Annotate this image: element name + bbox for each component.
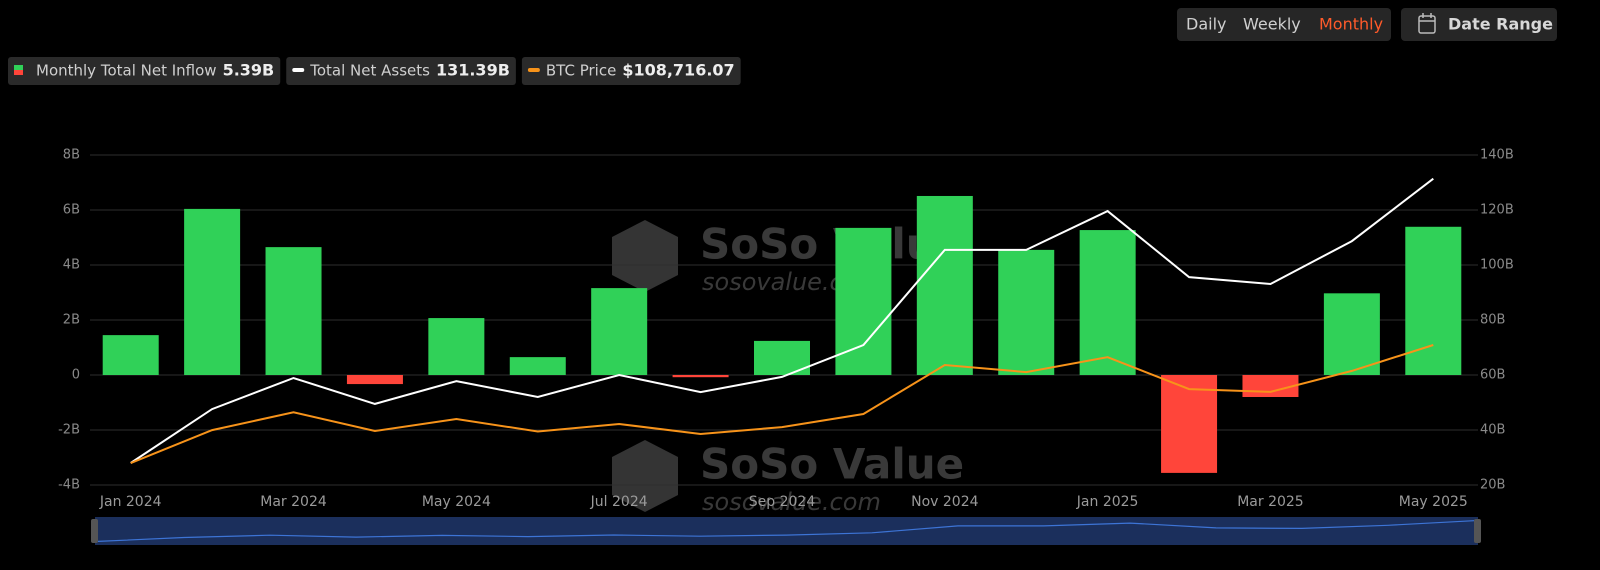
navigator-series (97, 520, 1475, 542)
legend-item: Total Net Assets 131.39B (286, 57, 516, 85)
bar (998, 249, 1055, 375)
line (130, 177, 1434, 464)
y2-tick-label: 60B (1480, 368, 1505, 383)
legend-name: Monthly Total Net Inflow (36, 62, 217, 80)
bar (835, 227, 892, 375)
navigator-handle[interactable] (91, 519, 98, 543)
bar (346, 375, 403, 385)
legend-swatch (292, 68, 305, 72)
x-tick-label: Jul 2024 (590, 494, 648, 510)
legend-chip (8, 57, 281, 85)
y2-tick-label: 100B (1480, 258, 1514, 273)
legend-name: BTC Price (546, 62, 616, 80)
period-switch (1177, 8, 1391, 41)
bar (428, 318, 485, 375)
bar (1405, 226, 1462, 375)
legend-swatch (14, 65, 23, 70)
bar (1323, 293, 1380, 375)
bar (1161, 375, 1218, 473)
watermark-site: sosovalue.com (702, 488, 881, 516)
legend-chip (521, 57, 741, 85)
bar (509, 357, 566, 375)
y2-tick-label: 20B (1480, 478, 1505, 493)
x-tick-label: Nov 2024 (911, 494, 978, 510)
period-button[interactable]: Weekly (1243, 15, 1301, 34)
legend-value: $108,716.07 (622, 61, 734, 80)
legend-chip (286, 57, 516, 85)
y2-tick-label: 140B (1480, 148, 1514, 163)
x-tick-label: Mar 2025 (1237, 494, 1304, 510)
legend-item: BTC Price $108,716.07 (521, 57, 741, 85)
y-tick-label: 0 (72, 368, 80, 383)
x-tick-label: Sep 2024 (749, 494, 816, 510)
legend-swatch (527, 68, 540, 72)
calendar-icon (1418, 13, 1436, 34)
y-tick-label: 8B (63, 148, 80, 163)
x-tick-label: Jan 2025 (1076, 494, 1139, 510)
y2-tick-label: 40B (1480, 423, 1505, 438)
y2-tick-label: 120B (1480, 203, 1514, 218)
date-range-label[interactable]: Date Range (1448, 15, 1553, 34)
watermark-logo (612, 440, 678, 512)
navigator-line (97, 520, 1475, 542)
y-tick-label: 6B (63, 203, 80, 218)
period-buttons: Daily Weekly Monthly (1186, 15, 1383, 34)
period-button[interactable]: Daily (1186, 15, 1226, 34)
period-button[interactable]: Monthly (1319, 15, 1383, 34)
bar (265, 247, 322, 375)
legend-name: Total Net Assets (309, 62, 430, 80)
y-tick-label: -2B (58, 423, 80, 438)
legend: Monthly Total Net Inflow 5.39B Total Net A… (8, 57, 741, 85)
x-tick-label: May 2025 (1399, 494, 1468, 510)
bar (102, 335, 159, 375)
y-tick-label: 2B (63, 313, 80, 328)
bar (916, 195, 973, 375)
plot-area: -4B -2B 0 2B 4B 6B 8B 20B 40B 60B 80B 100B 120B 140B J… (58, 148, 1514, 511)
bar (1079, 230, 1136, 375)
navigator[interactable] (95, 517, 1478, 545)
watermark-brand: SoSo Value (700, 440, 964, 489)
watermark-logo (612, 220, 678, 292)
date-range-button[interactable] (1401, 8, 1557, 41)
legend-item: Monthly Total Net Inflow 5.39B (8, 57, 281, 85)
navigator-handle[interactable] (1474, 519, 1481, 543)
y-tick-label: 4B (63, 258, 80, 273)
y2-tick-label: 80B (1480, 313, 1505, 328)
bar (591, 288, 648, 375)
legend-value: 131.39B (436, 61, 510, 80)
line (130, 344, 1434, 465)
x-tick-label: Mar 2024 (260, 494, 327, 510)
bar (184, 208, 241, 375)
x-tick-label: Jan 2024 (99, 494, 162, 510)
x-tick-label: May 2024 (422, 494, 491, 510)
legend-value: 5.39B (223, 61, 275, 80)
y-tick-label: -4B (58, 478, 80, 493)
legend-swatch (14, 70, 23, 75)
bar (672, 375, 729, 378)
